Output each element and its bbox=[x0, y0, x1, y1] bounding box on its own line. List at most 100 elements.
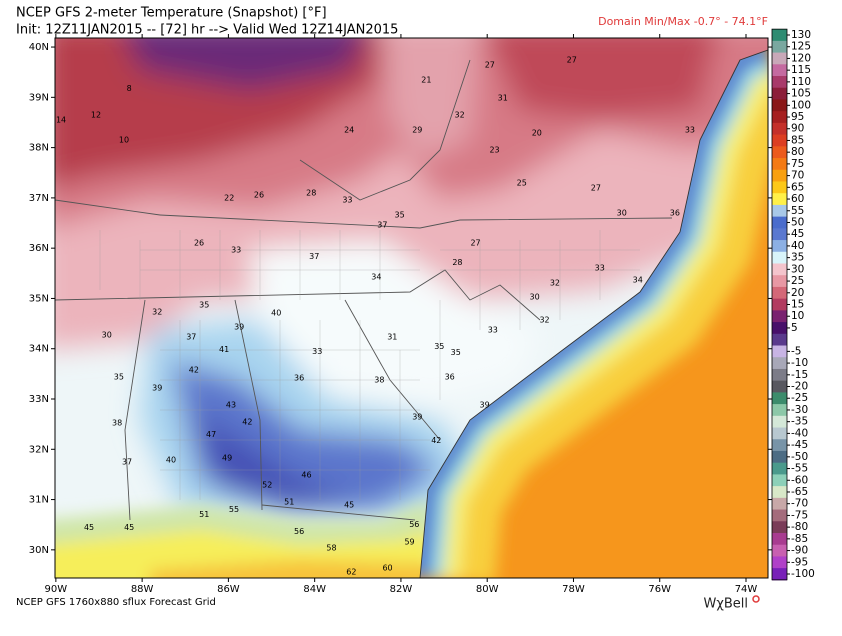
y-tick-label: 32N bbox=[29, 444, 49, 455]
colorbar-cell bbox=[772, 263, 787, 276]
logo: WχBell bbox=[703, 597, 748, 612]
station-value: 12 bbox=[91, 110, 101, 119]
colorbar-label: 75 bbox=[791, 158, 804, 170]
station-value: 60 bbox=[382, 563, 392, 572]
station-value: 35 bbox=[114, 372, 124, 381]
colorbar-cell bbox=[772, 322, 787, 335]
colorbar-label: -30 bbox=[791, 404, 808, 416]
y-tick-label: 34N bbox=[29, 344, 49, 355]
station-value: 55 bbox=[229, 505, 239, 514]
colorbar-label: 45 bbox=[791, 228, 804, 240]
station-value: 43 bbox=[226, 401, 236, 410]
colorbar-label: 115 bbox=[791, 64, 811, 76]
colorbar-cell bbox=[772, 228, 787, 241]
station-value: 42 bbox=[189, 365, 199, 374]
colorbar-label: -50 bbox=[791, 451, 808, 463]
colorbar-cell bbox=[772, 99, 787, 112]
y-tick-label: 33N bbox=[29, 394, 49, 405]
colorbar-cell bbox=[772, 544, 787, 557]
colorbar-cell bbox=[772, 158, 787, 171]
colorbar-label: 85 bbox=[791, 134, 804, 146]
station-value: 25 bbox=[517, 178, 527, 187]
colorbar-cell bbox=[772, 76, 787, 89]
colorbar-label: -40 bbox=[791, 427, 808, 439]
colorbar-label: 15 bbox=[791, 299, 804, 311]
station-value: 33 bbox=[231, 246, 241, 255]
colorbar-label: 80 bbox=[791, 146, 804, 158]
borders bbox=[55, 49, 768, 578]
colorbar-cell bbox=[772, 345, 787, 358]
colorbar-cell bbox=[772, 368, 787, 382]
station-value: 35 bbox=[434, 342, 444, 351]
station-value: 33 bbox=[488, 326, 498, 335]
station-value: 21 bbox=[421, 76, 431, 85]
station-value: 37 bbox=[377, 221, 387, 230]
y-tick-label: 37N bbox=[29, 193, 49, 204]
colorbar-cell bbox=[772, 216, 787, 229]
station-value: 38 bbox=[374, 375, 384, 384]
colorbar-cell bbox=[772, 474, 787, 487]
colorbar-label: -70 bbox=[791, 498, 808, 510]
colorbar-cell bbox=[772, 251, 787, 264]
station-value: 39 bbox=[152, 383, 162, 392]
temperature-field bbox=[55, 38, 768, 578]
station-value: 51 bbox=[199, 510, 209, 519]
map-subtitle: Init: 12Z11JAN2015 -- [72] hr --> Valid … bbox=[16, 23, 398, 38]
station-value: 59 bbox=[404, 537, 414, 546]
colorbar-label: 10 bbox=[791, 310, 804, 322]
station-value: 39 bbox=[234, 323, 244, 332]
station-value: 34 bbox=[633, 275, 643, 284]
colorbar-cell bbox=[772, 64, 787, 77]
stations: 14 12 8 10 22 26 28 21 27 24 29 31 32 23 25 33 35 37 26 33 3… bbox=[56, 56, 695, 577]
colorbar-cell bbox=[772, 111, 787, 124]
station-value: 35 bbox=[451, 348, 461, 357]
colorbar-cell bbox=[772, 286, 787, 300]
colorbar-cell bbox=[772, 462, 787, 475]
y-tick-label: 36N bbox=[29, 243, 49, 254]
colorbar-cell bbox=[772, 450, 787, 464]
station-value: 45 bbox=[344, 501, 354, 510]
station-value: 56 bbox=[294, 527, 304, 536]
domain-min-max: Domain Min/Max -0.7° - 74.1°F bbox=[598, 15, 768, 28]
colorbar: 1301251201151101051009590858075706560555… bbox=[771, 28, 815, 581]
colorbar-cell bbox=[772, 509, 787, 522]
x-tick-label: 88W bbox=[131, 584, 154, 595]
station-value: 8 bbox=[127, 84, 132, 93]
colorbar-label: 130 bbox=[791, 29, 811, 41]
colorbar-cell bbox=[772, 146, 787, 159]
colorbar-cell bbox=[772, 240, 787, 253]
station-value: 39 bbox=[412, 413, 422, 422]
station-value: 58 bbox=[326, 543, 336, 552]
station-value: 28 bbox=[306, 188, 316, 197]
station-value: 10 bbox=[119, 136, 129, 145]
station-value: 27 bbox=[591, 183, 601, 192]
map-frame bbox=[54, 37, 769, 579]
colorbar-label: 95 bbox=[791, 111, 804, 123]
map-title: NCEP GFS 2-meter Temperature (Snapshot) … bbox=[16, 6, 327, 21]
colorbar-label: 20 bbox=[791, 287, 804, 299]
colorbar-label: -35 bbox=[791, 416, 808, 428]
station-value: 31 bbox=[498, 93, 508, 102]
station-value: 32 bbox=[550, 278, 560, 287]
colorbar-cell bbox=[772, 134, 787, 147]
colorbar-label: -85 bbox=[791, 533, 808, 545]
station-value: 29 bbox=[412, 126, 422, 135]
colorbar-label: 30 bbox=[791, 263, 804, 275]
station-value: 45 bbox=[84, 523, 94, 532]
x-tick-label: 74W bbox=[735, 584, 758, 595]
colorbar-label: 70 bbox=[791, 170, 804, 182]
x-tick-label: 90W bbox=[45, 584, 68, 595]
colorbar-label: 125 bbox=[791, 41, 811, 53]
station-value: 38 bbox=[112, 419, 122, 428]
y-tick-label: 30N bbox=[29, 545, 49, 556]
footer-note: NCEP GFS 1760x880 sflux Forecast Grid bbox=[16, 597, 216, 608]
colorbar-cell bbox=[772, 87, 787, 100]
colorbar-label: 5 bbox=[791, 322, 798, 334]
station-value: 40 bbox=[271, 309, 281, 318]
station-value: 22 bbox=[224, 193, 234, 202]
colorbar-label: -25 bbox=[791, 392, 808, 404]
y-tick-label: 40N bbox=[29, 42, 49, 53]
colorbar-cell bbox=[772, 439, 787, 452]
colorbar-label: -90 bbox=[791, 545, 808, 557]
x-tick-label: 78W bbox=[562, 584, 585, 595]
